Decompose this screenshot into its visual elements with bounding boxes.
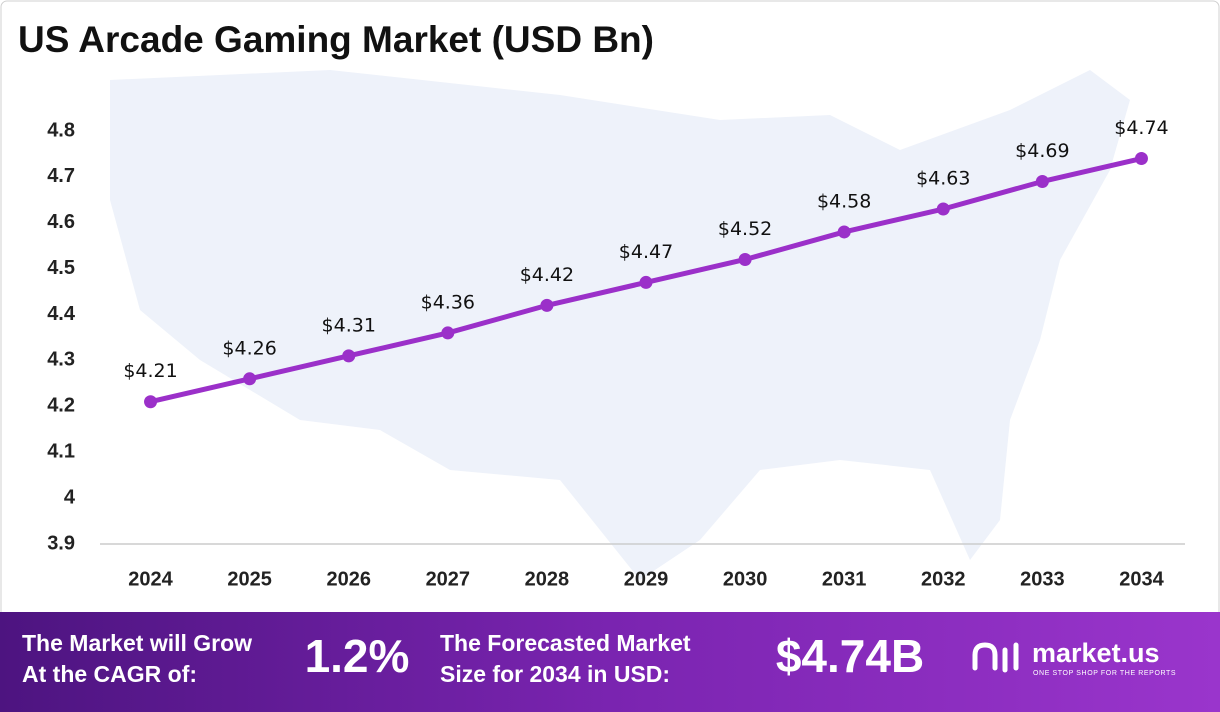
y-tick-label: 4.3: [47, 349, 75, 371]
map-background: [110, 70, 1130, 580]
x-tick-label: 2032: [921, 568, 966, 590]
point: [837, 225, 851, 239]
point: [936, 202, 950, 216]
y-tick-label: 4.4: [47, 303, 76, 325]
data-label: $4.52: [718, 218, 772, 240]
x-tick-label: 2027: [426, 568, 471, 590]
x-tick-label: 2024: [128, 568, 173, 590]
forecast-value: $4.74B: [776, 630, 924, 682]
cagr-value: 1.2%: [305, 630, 410, 682]
logo-icon: [972, 642, 1019, 673]
y-tick-label: 4.1: [47, 441, 75, 463]
forecast-text: The Forecasted Market: [440, 630, 691, 656]
x-tick-label: 2026: [326, 568, 371, 590]
x-tick-label: 2029: [624, 568, 669, 590]
point: [441, 326, 455, 340]
data-label: $4.58: [817, 190, 871, 212]
data-label: $4.31: [322, 314, 376, 336]
data-label: $4.47: [619, 241, 673, 263]
y-tick-label: 3.9: [47, 532, 75, 554]
y-tick-label: 4: [64, 486, 76, 508]
x-tick-label: 2033: [1020, 568, 1065, 590]
logo: market.us: [1032, 638, 1160, 668]
cagr-text: At the CAGR of:: [22, 661, 197, 687]
tagline: ONE STOP SHOP FOR THE REPORTS: [1033, 670, 1176, 677]
data-label: $4.63: [916, 168, 970, 190]
x-tick-label: 2030: [723, 568, 768, 590]
data-label: $4.26: [222, 337, 276, 359]
point: [1134, 152, 1148, 166]
data-label: $4.21: [123, 360, 177, 382]
data-label: $4.42: [520, 264, 574, 286]
y-tick-label: 4.7: [47, 165, 75, 187]
forecast-text: Size for 2034 in USD:: [440, 661, 670, 687]
x-tick-label: 2025: [227, 568, 272, 590]
data-label: $4.36: [421, 291, 475, 313]
point: [144, 395, 158, 409]
data-label: $4.69: [1015, 140, 1069, 162]
point: [738, 252, 752, 266]
y-tick-label: 4.5: [47, 257, 75, 279]
y-tick-label: 4.2: [47, 395, 75, 417]
point: [540, 298, 554, 312]
point: [342, 349, 356, 363]
point: [243, 372, 257, 386]
cagr-text: The Market will Grow: [22, 630, 252, 656]
data-label: $4.74: [1114, 117, 1168, 139]
point: [1035, 174, 1049, 188]
y-tick-label: 4.8: [47, 119, 75, 141]
x-tick-label: 2034: [1119, 568, 1164, 590]
y-tick-label: 4.6: [47, 211, 75, 233]
point: [639, 275, 653, 289]
x-tick-label: 2031: [822, 568, 867, 590]
x-tick-label: 2028: [525, 568, 570, 590]
chart-title: US Arcade Gaming Market (USD Bn): [18, 19, 654, 60]
